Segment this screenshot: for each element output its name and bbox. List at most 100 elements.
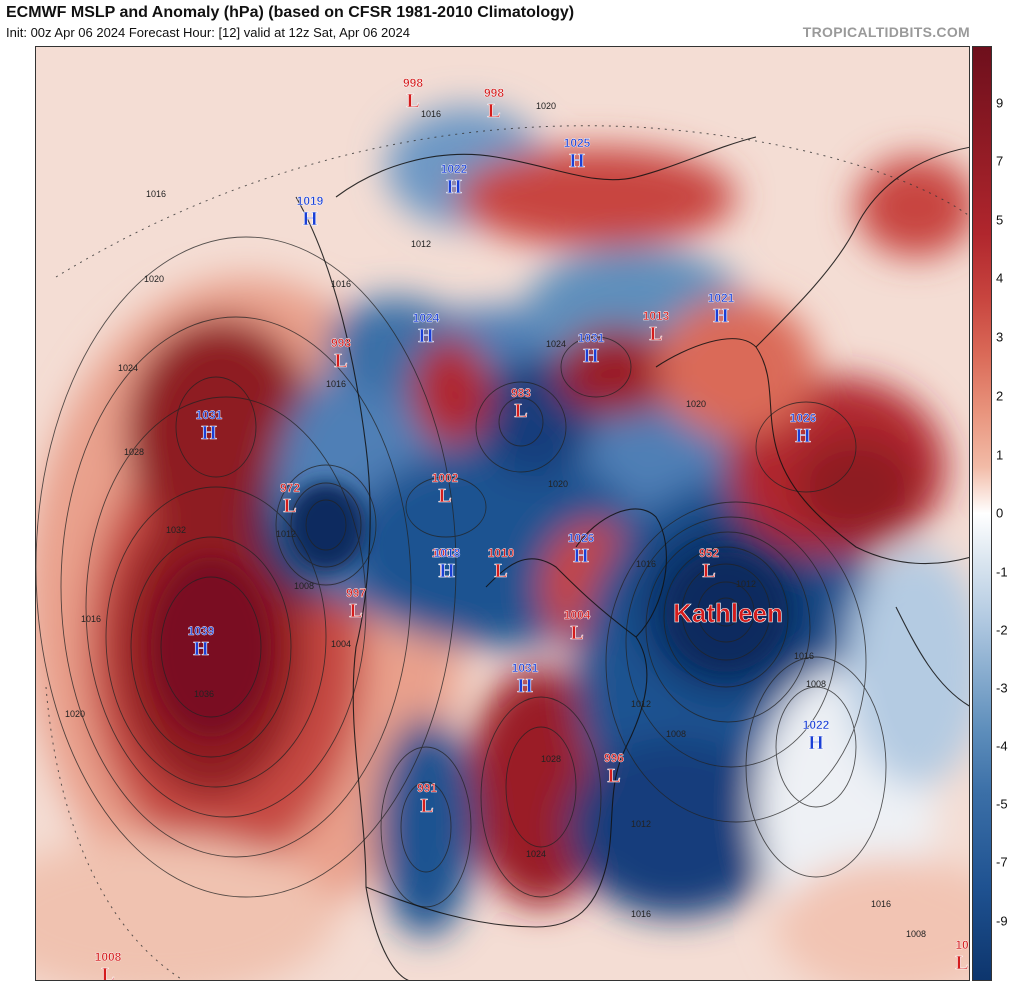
isobar-label: 1020 bbox=[686, 399, 706, 409]
isobar-label: 1028 bbox=[541, 754, 561, 764]
isobar-label: 1008 bbox=[806, 679, 826, 689]
low-symbol: L bbox=[570, 622, 583, 644]
pressure-value: 1039 bbox=[188, 624, 215, 638]
high-symbol: H bbox=[418, 325, 434, 347]
pressure-value: 1022 bbox=[803, 718, 830, 732]
pressure-value: 1002 bbox=[432, 471, 459, 485]
isobar-label: 1016 bbox=[421, 109, 441, 119]
isobar-label: 1016 bbox=[331, 279, 351, 289]
high-symbol: H bbox=[583, 345, 599, 367]
low-symbol: L bbox=[438, 560, 451, 582]
isobar-label: 1012 bbox=[411, 239, 431, 249]
isobar-label: 1020 bbox=[536, 101, 556, 111]
colorbar-tick-label: -9 bbox=[996, 913, 1008, 929]
isobar-label: 1008 bbox=[294, 581, 314, 591]
pressure-value: 997 bbox=[346, 586, 366, 600]
isobar-label: 1008 bbox=[906, 929, 926, 939]
pressure-value: 991 bbox=[417, 781, 437, 795]
low-pressure-center: 10L bbox=[955, 938, 969, 975]
low-symbol: L bbox=[607, 765, 620, 787]
high-symbol: H bbox=[517, 675, 533, 697]
pressure-value: 998 bbox=[331, 336, 351, 350]
high-symbol: H bbox=[193, 638, 209, 660]
low-symbol: L bbox=[487, 100, 500, 122]
pressure-value: 10 bbox=[955, 938, 969, 952]
isobars bbox=[36, 236, 887, 908]
pressure-value: 952 bbox=[699, 546, 719, 560]
isobar-label: 1024 bbox=[526, 849, 546, 859]
isobar-label: 1032 bbox=[166, 525, 186, 535]
low-symbol: L bbox=[406, 90, 419, 112]
high-symbol: H bbox=[573, 545, 589, 567]
isobar-label: 1012 bbox=[276, 529, 296, 539]
high-symbol: H bbox=[569, 150, 585, 172]
isobar-label: 1004 bbox=[331, 639, 351, 649]
isobar-label: 1020 bbox=[548, 479, 568, 489]
low-symbol: L bbox=[334, 350, 347, 372]
pressure-value: 1022 bbox=[441, 162, 468, 176]
pressure-value: 996 bbox=[604, 751, 624, 765]
mslp-anomaly-map: 1016 1020 1024 1028 1032 1036 1020 1016 1012 1008… bbox=[35, 46, 970, 981]
high-symbol: H bbox=[201, 422, 217, 444]
isobar-label: 1012 bbox=[631, 819, 651, 829]
high-symbol: H bbox=[795, 425, 811, 447]
pressure-value: 1021 bbox=[708, 291, 735, 305]
colorbar-tick-label: 2 bbox=[996, 388, 1004, 404]
pressure-value: 1026 bbox=[568, 531, 595, 545]
chart-subtitle: Init: 00z Apr 06 2024 Forecast Hour: [12… bbox=[6, 25, 410, 40]
pressure-value: 998 bbox=[484, 86, 504, 100]
isobar-label: 1016 bbox=[636, 559, 656, 569]
colorbar-gradient bbox=[973, 47, 991, 980]
pressure-value: 1018 bbox=[434, 546, 461, 560]
low-symbol: L bbox=[494, 560, 507, 582]
colorbar-tick-label: -5 bbox=[996, 796, 1008, 812]
colorbar-tick-label: 4 bbox=[996, 270, 1004, 286]
anomaly-field bbox=[36, 47, 969, 980]
anomaly-colorbar bbox=[972, 46, 992, 981]
pressure-value: 1008 bbox=[95, 950, 122, 964]
isobar-label: 1016 bbox=[81, 614, 101, 624]
colorbar-tick-label: -3 bbox=[996, 680, 1008, 696]
isobar-label: 1036 bbox=[194, 689, 214, 699]
isobar-labels: 1016 1020 1024 1028 1032 1036 1020 1016 1012 1008… bbox=[65, 101, 926, 939]
pressure-value: 1026 bbox=[790, 411, 817, 425]
pressure-value: 1002 bbox=[432, 546, 459, 560]
pressure-value: 1031 bbox=[578, 331, 605, 345]
pressure-value: 1025 bbox=[564, 136, 591, 150]
low-symbol: L bbox=[283, 495, 296, 517]
pressure-value: 1010 bbox=[488, 546, 515, 560]
pressure-value: 1031 bbox=[196, 408, 223, 422]
isobar-label: 1016 bbox=[794, 651, 814, 661]
pressure-value: 1024 bbox=[413, 311, 440, 325]
colorbar-tick-label: 5 bbox=[996, 212, 1004, 228]
low-symbol: L bbox=[420, 795, 433, 817]
isobar-label: 1016 bbox=[146, 189, 166, 199]
low-symbol: L bbox=[438, 485, 451, 507]
pressure-value: 1013 bbox=[643, 309, 670, 323]
isobar-label: 1028 bbox=[124, 447, 144, 457]
isobar-label: 1016 bbox=[871, 899, 891, 909]
